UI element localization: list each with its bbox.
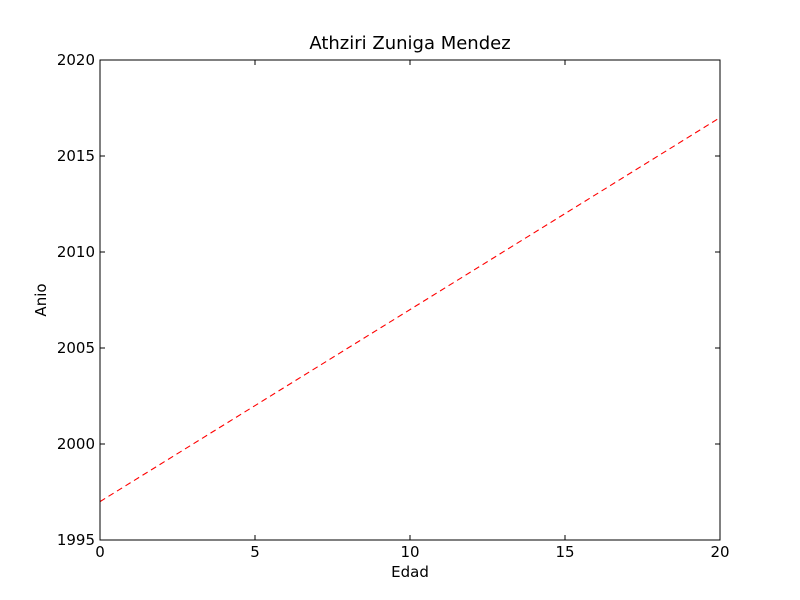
x-tick-label: 10 [400,543,419,561]
x-tick-label: 15 [555,543,574,561]
y-tick-label: 2015 [57,147,95,165]
series-layer [99,117,721,503]
x-tick-label: 20 [710,543,729,561]
chart-title: Athziri Zuniga Mendez [309,33,510,54]
ticks-layer: 0 5 10 15 20 1995 2000 2005 2010 2015 2020 [57,51,730,561]
plot-area [100,60,720,540]
y-tick-label: 2000 [57,435,95,453]
series-line [99,117,721,503]
x-tick-label: 0 [95,543,105,561]
y-tick-label: 2010 [57,243,95,261]
y-tick-label: 2005 [57,339,95,357]
y-axis-label: Anio [32,283,50,316]
x-axis-label: Edad [391,563,429,581]
y-tick-label: 1995 [57,531,95,549]
plot-frame [99,59,721,541]
x-tick-label: 5 [250,543,260,561]
y-tick-label: 2020 [57,51,95,69]
